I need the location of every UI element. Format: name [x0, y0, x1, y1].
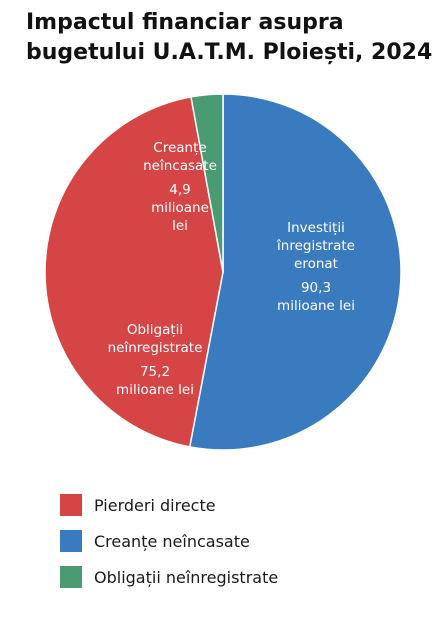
- slice-label-text: neîncasate: [143, 158, 217, 174]
- slice-label-text: Investiții: [287, 220, 345, 236]
- slice-value-text: 75,2: [140, 364, 170, 380]
- slice-value-text: 90,3: [301, 280, 331, 296]
- legend-swatch-pierderi-directe: [60, 494, 82, 516]
- chart-title: Impactul financiar asupra bugetului U.A.…: [26, 8, 436, 68]
- slice-value-text: milioane lei: [116, 382, 194, 398]
- legend-swatch-creante-neincasate: [60, 530, 82, 552]
- slice-label-obligatii-neinregistrate: Obligații neînregistrate 75,2 milioane lei: [108, 322, 203, 398]
- slice-label-text: înregistrate: [276, 238, 355, 254]
- legend-label-obligatii-neinregistrate: Obligații neînregistrate: [94, 567, 279, 587]
- chart-title-line-1: Impactul financiar asupra: [26, 10, 344, 35]
- pie-slice-obligatii-neinregistrate: [44, 96, 224, 448]
- slice-label-text: eronat: [294, 256, 338, 272]
- legend-item-obligatii-neinregistrate: Obligații neînregistrate: [60, 564, 278, 590]
- slice-label-investitii-inregistrate-eronat: Investiții înregistrate eronat 90,3 milioane…: [276, 220, 355, 314]
- slice-value-text: 4,9: [169, 182, 190, 198]
- slice-label-text: Obligații: [127, 322, 183, 338]
- slice-value-text: milioane: [151, 200, 209, 216]
- legend-label-pierderi-directe: Pierderi directe: [94, 495, 216, 515]
- slice-label-text: neînregistrate: [108, 340, 203, 356]
- slice-value-text: lei: [172, 218, 188, 234]
- legend-item-pierderi-directe: Pierderi directe: [60, 492, 278, 518]
- legend-swatch-obligatii-neinregistrate: [60, 566, 82, 588]
- slice-label-text: Creanțe: [153, 140, 206, 156]
- pie-slice-creante-neincasate: [190, 93, 224, 273]
- pie-slice-investitii-inregistrate-eronat: [188, 93, 402, 451]
- slice-label-creante-neincasate: Creanțe neîncasate 4,9 milioane lei: [143, 140, 217, 234]
- chart-title-line-2: bugetului U.A.T.M. Ploiești, 2024: [26, 40, 433, 65]
- legend: Pierderi directe Creanțe neîncasate Obli…: [60, 492, 278, 600]
- legend-label-creante-neincasate: Creanțe neîncasate: [94, 531, 250, 551]
- slice-value-text: milioane lei: [277, 298, 355, 314]
- legend-item-creante-neincasate: Creanțe neîncasate: [60, 528, 278, 554]
